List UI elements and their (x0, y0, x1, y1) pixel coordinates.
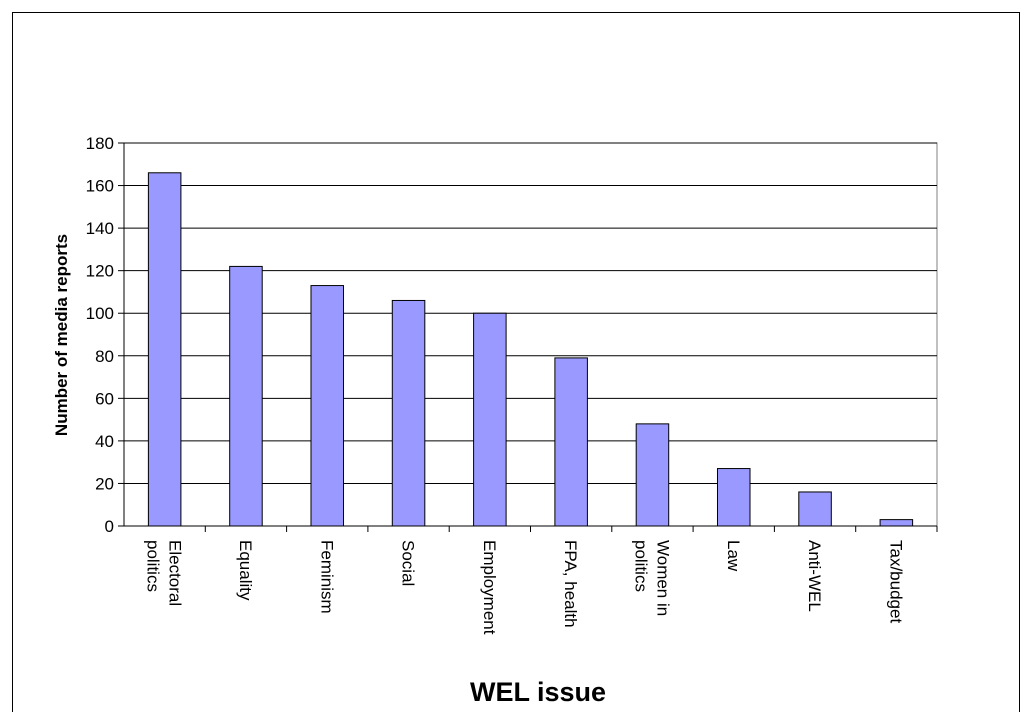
y-tick-label: 80 (95, 347, 114, 366)
x-axis-title: WEL issue (470, 677, 606, 707)
bar (391, 299, 426, 527)
x-tick-label: Equality (236, 540, 255, 601)
bar (147, 172, 182, 527)
x-tick-label: Anti-WEL (805, 540, 824, 612)
y-axis: 0 20 40 60 80 100 120 140 160 180 (86, 134, 125, 536)
y-tick-label: 0 (105, 517, 114, 536)
bar (473, 312, 507, 527)
x-tick-label: politics (631, 540, 650, 592)
y-tick-label: 180 (86, 134, 114, 153)
y-tick-label: 140 (86, 219, 114, 238)
y-tick-label: 120 (86, 262, 114, 281)
x-tick-label: FPA, health (561, 540, 580, 628)
bar (798, 491, 832, 527)
y-tick-label: 40 (95, 432, 114, 451)
y-axis-title: Number of media reports (52, 234, 71, 436)
bar (229, 265, 263, 527)
bars (147, 172, 914, 527)
bar (310, 285, 345, 527)
x-tick-label: Women in (653, 540, 672, 616)
x-tick-label: Employment (480, 540, 499, 635)
x-tick-label: Tax/budget (886, 540, 905, 623)
bar (716, 468, 751, 527)
bar (635, 423, 670, 527)
x-tick-label: Social (399, 540, 418, 586)
x-tick-label: Feminism (317, 540, 336, 614)
bar (879, 519, 914, 527)
y-tick-label: 60 (95, 389, 114, 408)
x-tick-label: Law (724, 540, 743, 572)
bar (554, 357, 588, 527)
y-tick-label: 100 (86, 304, 114, 323)
y-tick-label: 160 (86, 177, 114, 196)
x-tick-label: politics (144, 540, 163, 592)
y-tick-label: 20 (95, 474, 114, 493)
x-tick-label: Electoral (166, 540, 185, 606)
